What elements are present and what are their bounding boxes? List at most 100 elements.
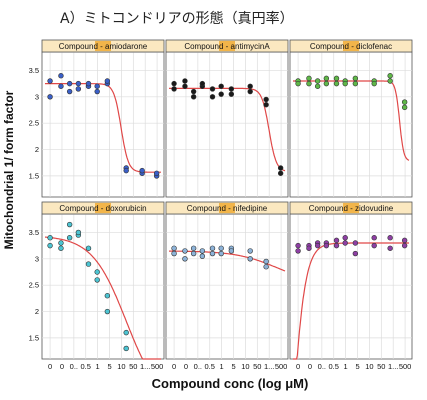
panel-area	[289, 213, 413, 360]
data-point	[66, 221, 73, 228]
fit-curve	[45, 236, 161, 360]
data-point	[209, 94, 216, 100]
data-point	[182, 78, 188, 84]
data-point	[94, 83, 100, 89]
data-point	[218, 245, 224, 251]
data-point	[182, 83, 188, 89]
data-point	[94, 269, 100, 275]
data-point	[295, 242, 301, 249]
strip-label: Compound - doxorubicin	[59, 204, 146, 213]
panel-area	[289, 51, 413, 198]
data-point	[218, 83, 224, 89]
strip-accent	[343, 203, 359, 213]
strip-accent	[95, 203, 111, 213]
data-point	[277, 170, 284, 176]
strip-accent	[95, 41, 111, 51]
x-tick-label: 0	[172, 362, 176, 371]
data-point	[209, 86, 216, 92]
x-tick-label: 1	[220, 362, 224, 371]
data-point	[401, 237, 408, 244]
data-point	[199, 80, 206, 87]
data-point	[342, 235, 348, 241]
x-tick-label: 1	[344, 362, 348, 371]
x-tick-label: 10	[241, 362, 249, 371]
data-point	[123, 345, 129, 352]
x-tick-label: 0..	[70, 362, 78, 371]
data-point	[247, 83, 253, 89]
y-tick-label: 2	[35, 145, 39, 154]
panel-area	[165, 213, 289, 360]
data-point	[190, 245, 197, 251]
x-tick-label: 1...	[264, 362, 274, 371]
data-point	[182, 256, 188, 262]
data-point	[228, 91, 235, 97]
data-point	[75, 86, 82, 92]
data-point	[314, 78, 321, 84]
data-point	[58, 73, 64, 79]
x-tick-label: 1	[96, 362, 100, 371]
x-tick-label: 5	[231, 362, 235, 371]
data-point	[247, 88, 253, 95]
data-point	[85, 245, 92, 251]
x-tick-label: 10	[117, 362, 125, 371]
data-point	[401, 242, 408, 249]
data-point	[171, 250, 177, 257]
data-point	[104, 308, 111, 315]
data-point	[75, 80, 82, 87]
data-point	[295, 248, 301, 254]
strip-label: Compound - nifedipine	[187, 204, 268, 213]
data-point	[190, 250, 197, 257]
data-point	[387, 73, 393, 79]
data-point	[47, 242, 53, 249]
data-point	[323, 80, 330, 87]
data-point	[314, 83, 321, 89]
data-point	[342, 240, 348, 246]
data-point	[47, 94, 53, 100]
y-tick-label: 2.5	[29, 119, 39, 128]
facet-panel: Compound - doxorubicin 1.5 2 2.5 3 3.5 0 0 0.. 0.…	[29, 201, 165, 371]
x-tick-label: 0.5	[81, 362, 91, 371]
data-point	[247, 248, 253, 254]
data-point	[218, 250, 224, 257]
data-point	[323, 242, 330, 249]
x-tick-label: 50	[129, 362, 137, 371]
strip-accent	[343, 41, 359, 51]
data-point	[94, 88, 100, 95]
data-point	[123, 167, 129, 174]
data-point	[47, 235, 53, 241]
data-point	[295, 80, 301, 87]
strip-accent	[219, 203, 235, 213]
data-point	[387, 245, 393, 251]
data-point	[182, 248, 188, 254]
facet-panel: Compound - diclofenac	[289, 39, 413, 198]
x-tick-label: 50	[253, 362, 261, 371]
x-tick-label: 0..	[318, 362, 326, 371]
facet-panel: Compound - antimycinA	[165, 39, 289, 198]
x-tick-label: 500	[399, 362, 412, 371]
data-point	[352, 80, 359, 87]
x-tick-label: 0	[60, 362, 64, 371]
x-tick-label: 5	[355, 362, 359, 371]
data-point	[171, 245, 177, 251]
data-point	[58, 245, 64, 251]
data-point	[209, 245, 216, 251]
data-point	[263, 96, 269, 103]
data-point	[371, 242, 377, 249]
data-point	[104, 78, 111, 84]
y-tick-label: 2.5	[29, 281, 39, 290]
data-point	[314, 242, 321, 249]
data-point	[171, 86, 177, 92]
data-point	[75, 229, 82, 236]
data-point	[190, 94, 197, 100]
data-point	[387, 78, 393, 84]
y-tick-label: 1.5	[29, 171, 39, 180]
x-tick-label: 0..	[194, 362, 202, 371]
facet-panel: Compound - amiodarone 1.5 2 2.5 3 3.5	[29, 39, 165, 198]
data-point	[306, 75, 312, 82]
data-point	[263, 264, 269, 270]
data-point	[342, 80, 348, 87]
strip-accent	[219, 41, 235, 51]
strip-label: Compound - antimycinA	[184, 42, 270, 51]
strip-label: Compound - zidovudine	[309, 204, 394, 213]
